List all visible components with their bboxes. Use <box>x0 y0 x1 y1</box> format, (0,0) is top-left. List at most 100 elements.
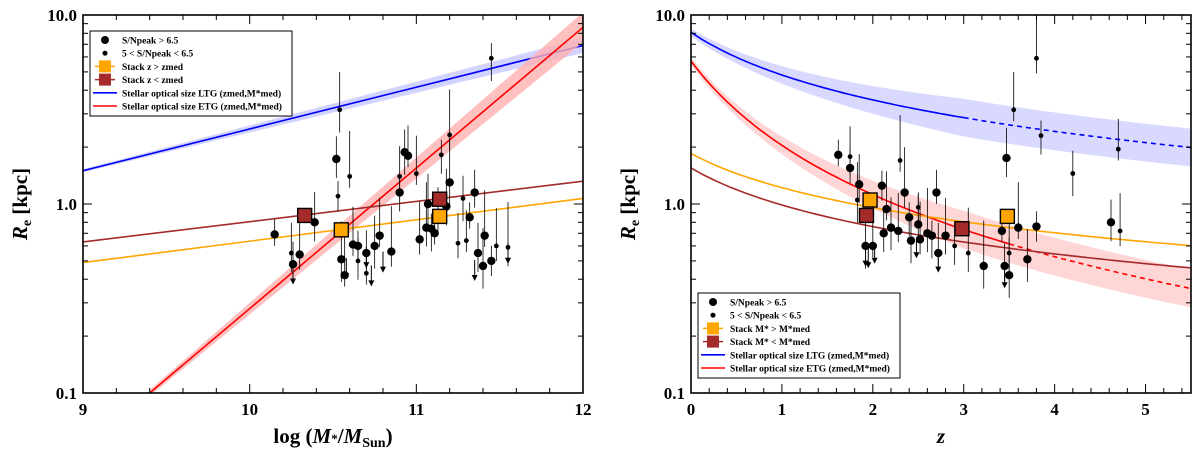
x-tick-label: 12 <box>575 400 592 419</box>
data-point-high-sn <box>430 229 439 238</box>
x-tick-label: 0 <box>687 400 696 419</box>
x-tick-label: 11 <box>408 400 424 419</box>
legend-marker-small-dot <box>710 312 716 318</box>
data-point-low-sn <box>847 154 853 160</box>
data-point-high-sn <box>403 151 413 160</box>
curve-ltg-solid <box>691 31 964 119</box>
data-point-high-sn <box>879 229 888 238</box>
data-point-high-sn <box>886 223 896 232</box>
legend-label: S/Npeak > 6.5 <box>730 299 787 309</box>
data-point-low-sn <box>1006 250 1012 256</box>
data-point-high-sn <box>473 248 483 258</box>
x-tick-label: 2 <box>869 400 878 419</box>
data-point-high-sn <box>877 181 887 190</box>
data-point-high-sn <box>270 230 279 239</box>
upper-limit-arrow <box>505 257 511 264</box>
data-point-high-sn <box>934 248 943 258</box>
data-point-low-sn <box>413 171 419 176</box>
data-point-high-sn <box>900 188 909 197</box>
y-tick-label: 1.0 <box>664 195 685 214</box>
x-tick-label: 1 <box>778 400 787 419</box>
data-point-high-sn <box>1032 222 1041 231</box>
curve-etg-band <box>691 57 1191 308</box>
band-etg <box>149 15 583 393</box>
data-point-high-sn <box>979 261 988 271</box>
data-point-low-sn <box>347 173 353 179</box>
data-point-low-sn <box>460 196 466 201</box>
x-axis-title: z <box>936 424 946 448</box>
data-point-high-sn <box>470 188 479 197</box>
data-point-low-sn <box>447 132 453 138</box>
data-point-high-sn <box>310 218 319 227</box>
plot-area <box>83 15 583 393</box>
curve-stack-m-m-med-fit-solid <box>691 152 1191 247</box>
data-point-low-sn <box>438 152 444 158</box>
data-point-high-sn <box>337 255 346 264</box>
data-point-high-sn <box>854 180 864 189</box>
plot-area <box>691 15 1191 308</box>
stack-square <box>999 208 1016 225</box>
legend-marker-big-dot <box>709 298 717 306</box>
data-point-high-sn <box>465 213 474 222</box>
upper-limit-arrow <box>290 278 296 285</box>
left-panel: 9 10 11 12 0.1 1.0 10.0 log (M*/MSun) Re [kpc] S/… <box>8 6 592 451</box>
y-tick-label: 10.0 <box>655 6 685 25</box>
data-point-high-sn <box>868 241 878 251</box>
legend-label: Stellar optical size ETG (zmed,M*med) <box>122 102 282 113</box>
data-point-high-sn <box>904 213 914 222</box>
legend-marker-square <box>707 322 719 335</box>
line-ltg <box>83 44 583 172</box>
x-tick-label: 9 <box>79 400 88 419</box>
stack-square <box>858 207 875 224</box>
data-point-high-sn <box>932 188 941 197</box>
data-point-low-sn <box>965 250 971 256</box>
legend: S/Npeak > 6.5 5 < S/Npeak < 6.5 Stack M* >… <box>697 292 901 379</box>
stack-square <box>333 222 350 238</box>
stack-square <box>296 207 313 224</box>
data-point-low-sn <box>488 55 494 61</box>
data-point-low-sn <box>355 258 361 264</box>
data-point-high-sn <box>362 248 371 258</box>
data-point-high-sn <box>445 178 454 187</box>
stack-square <box>431 191 448 207</box>
data-point-high-sn <box>423 199 433 209</box>
data-point-high-sn <box>1002 153 1011 163</box>
y-tick-label: 1.0 <box>56 195 77 214</box>
data-point-low-sn <box>463 238 469 244</box>
x-tick-label: 5 <box>1141 400 1150 419</box>
upper-limit-arrow <box>368 280 375 287</box>
legend: S/Npeak > 6.5 5 < S/Npeak < 6.5 Stack z > … <box>89 30 293 117</box>
legend-label: 5 < S/Npeak < 6.5 <box>122 50 194 60</box>
upper-limit-arrow <box>865 262 872 269</box>
legend-label: S/Npeak > 6.5 <box>122 37 179 47</box>
data-point-high-sn <box>288 260 298 269</box>
line-etg <box>149 26 583 393</box>
upper-limit-arrow <box>913 252 920 259</box>
legend-box <box>89 30 293 117</box>
x-tick-label: 10 <box>241 400 258 419</box>
data-point-high-sn <box>395 188 404 197</box>
upper-limit-arrow <box>363 262 370 269</box>
data-point-high-sn <box>894 226 903 236</box>
data-point-high-sn <box>914 220 923 229</box>
x-axis-title: log (M*/MSun) <box>273 424 392 451</box>
data-point-high-sn <box>882 204 891 214</box>
data-point-high-sn <box>1014 223 1023 232</box>
stack-square <box>431 208 448 225</box>
curve-ltg-dashed <box>963 116 1191 149</box>
y-axis-title: Re [kpc] <box>616 168 643 241</box>
legend-label: Stack M* > M*med <box>730 325 811 335</box>
data-point-low-sn <box>505 244 511 250</box>
line-stack-z-zmed-fit <box>83 180 583 243</box>
curve-ltg-band <box>691 28 1191 167</box>
data-point-low-sn <box>335 193 341 199</box>
y-tick-label: 10.0 <box>47 6 77 25</box>
curve-stack-m-m-med-fit-solid <box>691 167 1191 269</box>
data-point-low-sn <box>952 243 958 249</box>
upper-limit-arrow <box>471 274 478 281</box>
x-tick-label: 4 <box>1050 400 1059 419</box>
data-point-low-sn <box>1115 146 1121 152</box>
data-point-high-sn <box>845 163 855 173</box>
upper-limit-arrow <box>871 257 878 264</box>
data-point-high-sn <box>387 247 396 256</box>
